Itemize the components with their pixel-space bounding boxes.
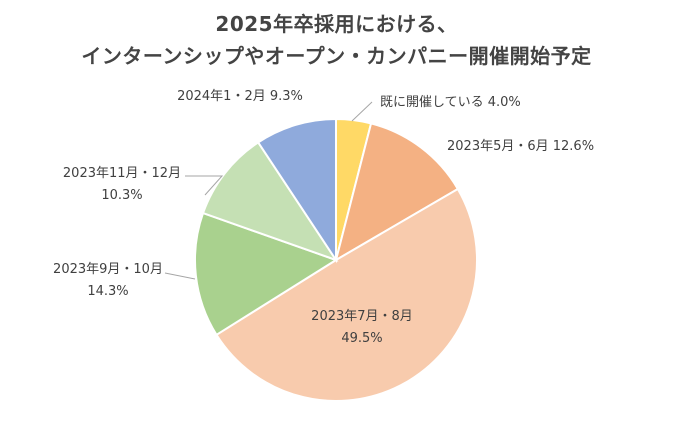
slice-label-5: 2023年11月・12月 10.3%	[63, 166, 181, 203]
slice-label-6: 2024年1・2月 9.3%	[177, 89, 303, 104]
chart-title-line2: インターンシップやオープン・カンパニー開催開始予定	[81, 44, 592, 68]
slice-label-4: 2023年9月・10月 14.3%	[53, 262, 163, 299]
pie-slice-4	[194, 211, 339, 337]
leader-line-4	[164, 272, 196, 280]
pie-slice-2	[334, 122, 460, 263]
slice-label-2: 2023年5月・6月 12.6%	[447, 139, 594, 154]
leader-line-1	[351, 101, 373, 122]
pie-slice-3	[215, 187, 478, 402]
pie-slice-6	[256, 117, 337, 264]
pie-slice-5	[201, 141, 339, 262]
chart-title-line1: 2025年卒採用における、	[215, 12, 458, 36]
slice-label-1: 既に開催している 4.0%	[380, 95, 521, 110]
leader-line-5	[185, 175, 224, 196]
slice-label-3: 2023年7月・8月 49.5%	[311, 309, 413, 346]
